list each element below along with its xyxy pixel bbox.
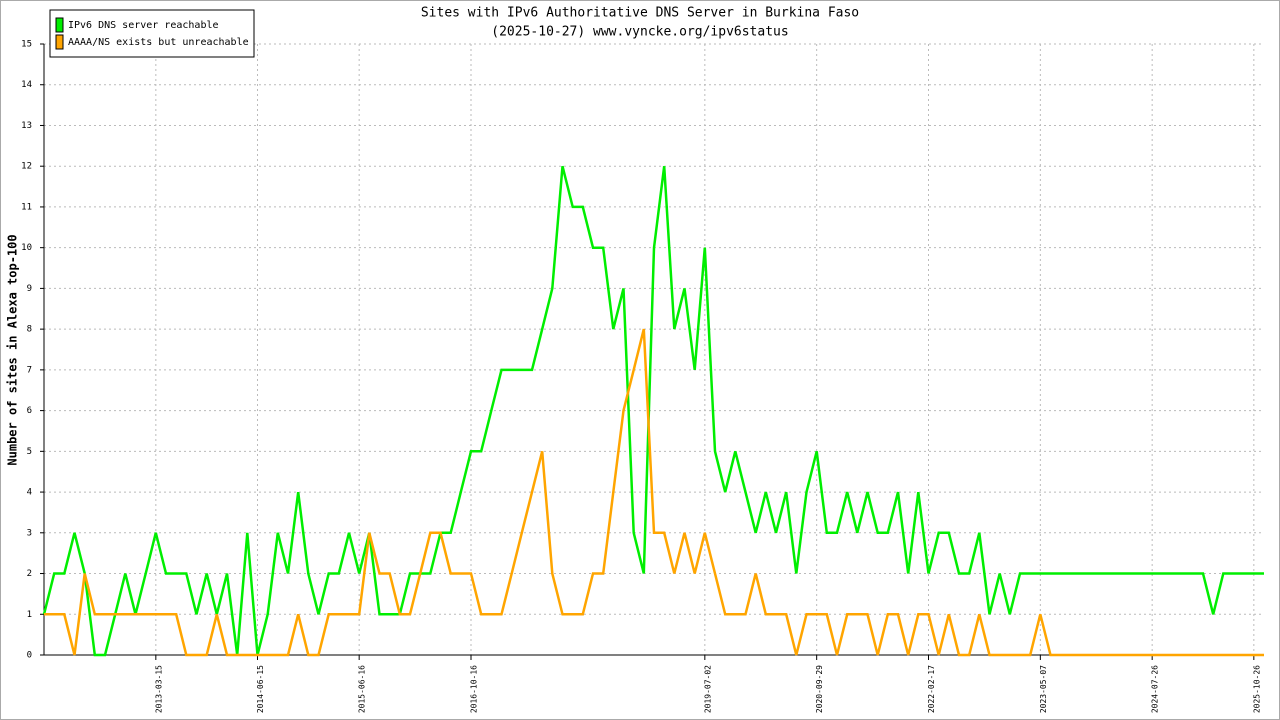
y-axis-label: Number of sites in Alexa top-100	[6, 234, 20, 465]
legend: IPv6 DNS server reachable AAAA/NS exists …	[49, 9, 255, 58]
y-tick-label: 8	[27, 325, 32, 335]
x-tick-label: 2014-06-15	[256, 665, 265, 713]
legend-swatch	[55, 17, 64, 33]
legend-label: IPv6 DNS server reachable	[68, 20, 219, 31]
y-tick-label: 9	[27, 284, 32, 294]
y-tick-label: 1	[27, 610, 32, 620]
legend-box	[49, 9, 255, 58]
y-tick-label: 15	[21, 40, 32, 50]
y-tick-label: 5	[27, 447, 32, 457]
y-tick-label: 12	[21, 162, 32, 172]
x-tick-label: 2023-05-07	[1039, 665, 1048, 713]
chart-subtitle: (2025-10-27) www.vyncke.org/ipv6status	[491, 25, 788, 40]
x-tick-label: 2013-03-15	[154, 665, 163, 713]
chart-title: Sites with IPv6 Authoritative DNS Server…	[421, 6, 859, 21]
x-tick-label: 2025-10-26	[1252, 665, 1261, 713]
y-tick-label: 14	[21, 80, 32, 90]
y-tick-label: 0	[27, 651, 32, 661]
x-tick-label: 2019-07-02	[703, 665, 712, 713]
y-tick-label: 10	[21, 243, 32, 253]
y-tick-label: 11	[21, 202, 32, 212]
x-tick-label: 2020-09-29	[815, 665, 824, 713]
y-tick-label: 6	[27, 406, 32, 416]
legend-label: AAAA/NS exists but unreachable	[68, 37, 249, 48]
x-tick-label: 2015-06-16	[358, 665, 367, 713]
y-tick-label: 13	[21, 121, 32, 131]
y-tick-label: 3	[27, 528, 32, 538]
x-tick-label: 2022-02-17	[927, 665, 936, 713]
series-line	[44, 328, 1264, 657]
series-line	[42, 165, 1264, 657]
legend-swatch	[55, 34, 64, 50]
y-tick-label: 2	[27, 569, 32, 579]
x-tick-label: 2016-10-16	[470, 665, 479, 713]
y-tick-label: 7	[27, 365, 32, 375]
x-tick-label: 2024-07-26	[1151, 665, 1160, 713]
y-tick-label: 4	[27, 488, 32, 498]
